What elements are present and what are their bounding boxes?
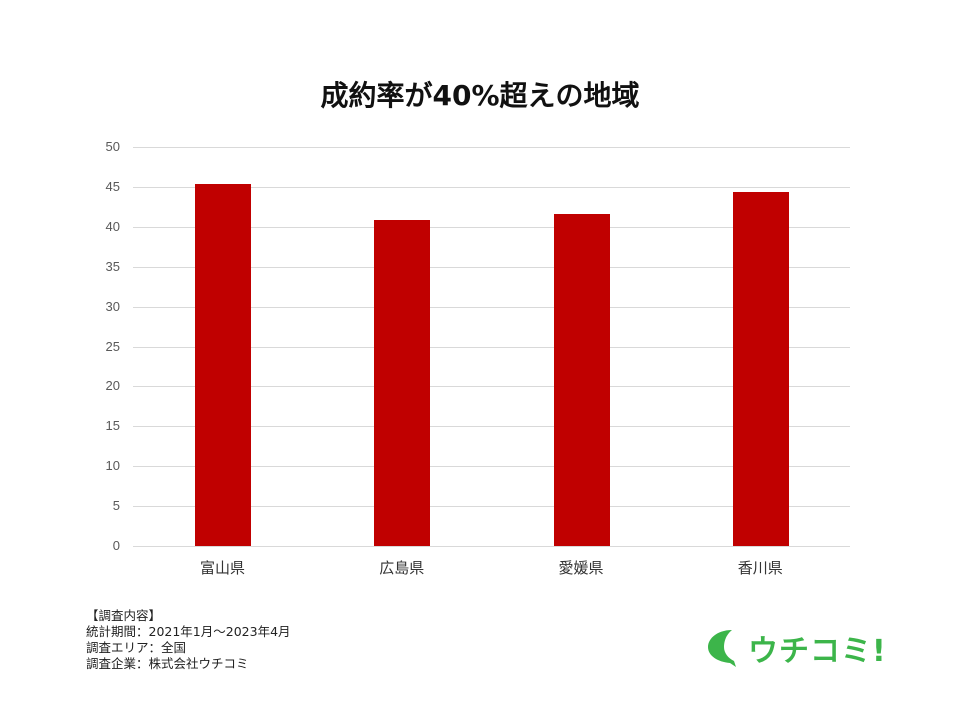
y-tick-label: 45 — [105, 178, 120, 194]
bar — [374, 219, 431, 546]
uchicomi-logo: ウチコミ! — [706, 626, 887, 670]
chart-title: 成約率が40%超えの地域 — [320, 79, 640, 112]
gridline — [133, 346, 850, 348]
notes-company: 調査企業：株式会社ウチコミ — [86, 656, 249, 671]
y-tick-label: 25 — [105, 338, 120, 354]
speech-bubble-icon — [708, 630, 736, 667]
y-tick-label: 35 — [105, 258, 120, 274]
gridline — [133, 226, 850, 228]
y-tick-label: 15 — [105, 418, 120, 434]
x-tick-label: 香川県 — [737, 559, 783, 577]
survey-notes: 【調査内容】 統計期間：2021年1月～2023年4月 調査エリア：全国 調査企… — [86, 608, 291, 672]
bar — [195, 183, 252, 546]
x-tick-label: 愛媛県 — [558, 559, 604, 577]
gridline — [133, 186, 850, 188]
y-tick-label: 0 — [112, 538, 120, 553]
plot-area — [133, 147, 850, 547]
gridline — [133, 266, 850, 268]
gridline — [133, 426, 850, 428]
y-tick-label: 40 — [105, 218, 120, 234]
notes-period: 統計期間：2021年1月～2023年4月 — [86, 624, 291, 639]
y-tick-label: 50 — [105, 139, 120, 154]
gridline — [133, 306, 850, 308]
y-tick-label: 20 — [105, 378, 120, 394]
x-tick-label: 富山県 — [199, 559, 245, 577]
y-tick-label: 30 — [105, 298, 120, 314]
gridline — [133, 546, 850, 547]
gridline — [133, 506, 850, 508]
bar — [732, 191, 789, 546]
gridline — [133, 386, 850, 388]
notes-heading: 【調査内容】 — [86, 608, 162, 623]
bar — [553, 214, 610, 546]
y-tick-label: 10 — [105, 458, 120, 474]
notes-area: 調査エリア：全国 — [86, 640, 187, 655]
x-tick-label: 広島県 — [379, 559, 425, 577]
logo-text: ウチコミ! — [748, 634, 887, 669]
gridline — [133, 147, 850, 148]
gridline — [133, 466, 850, 468]
y-tick-label: 5 — [112, 498, 120, 514]
